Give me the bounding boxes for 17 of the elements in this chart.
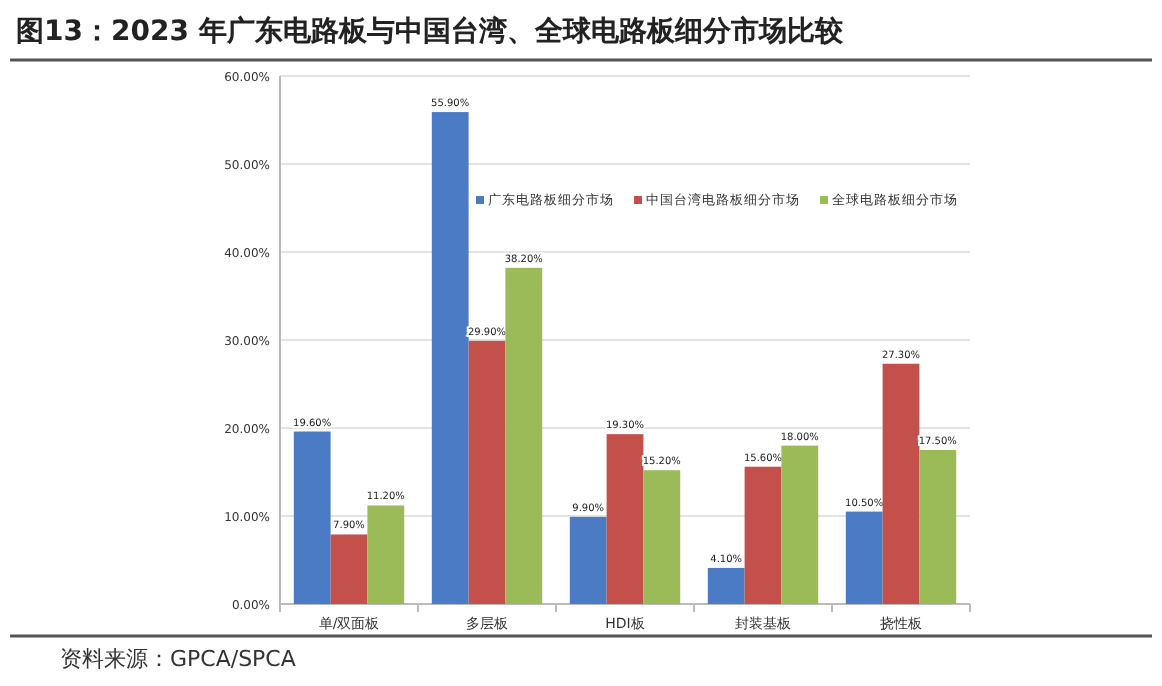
bar (293, 431, 331, 604)
chart-title: 图13：2023 年广东电路板与中国台湾、全球电路板细分市场比较 (16, 14, 845, 48)
bar (882, 363, 920, 604)
bar (606, 434, 644, 604)
bar (330, 534, 368, 604)
bar (845, 511, 883, 604)
bar (643, 470, 681, 604)
bar (707, 567, 745, 604)
bar (569, 516, 607, 604)
text: 资料来源：GPCA/SPCA (60, 646, 297, 672)
bar (468, 340, 506, 604)
bar (505, 267, 543, 604)
bar (367, 505, 405, 604)
bar (744, 466, 782, 604)
bar (781, 445, 819, 604)
bar (919, 450, 957, 604)
bar (431, 112, 469, 604)
